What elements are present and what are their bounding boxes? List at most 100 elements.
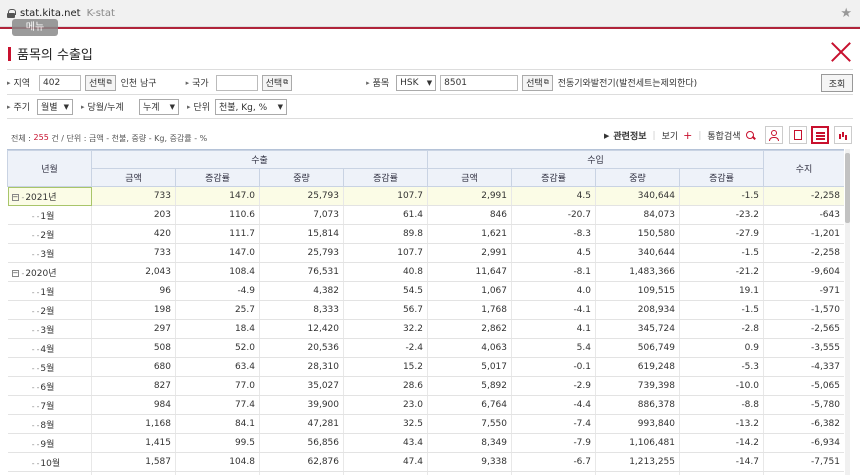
star-icon[interactable]: ★ [840,6,852,21]
period-cell[interactable]: -- 1월 [7,281,92,301]
period-cell[interactable]: -- 2월 [7,300,92,320]
period-cell[interactable]: -- 6월 [7,376,92,396]
unit-select[interactable]: 천불, Kg, % ▼ [215,98,287,115]
chart-view-button[interactable] [834,126,852,144]
table-row[interactable]: -- 8월 1,168 84.1 47,281 32.5 7,550 -7.4 993,840… [7,414,844,434]
period-cell[interactable]: -- 8월 [7,414,92,434]
value-cell: -4.9 [175,281,260,301]
table-row[interactable]: -- 1월 96 -4.9 4,382 54.5 1,067 4.0 109,515 19.1-… [7,281,844,301]
download-icon-button[interactable] [789,126,807,144]
period-label: 6월 [40,382,55,393]
item-select-button[interactable]: 선택 ⧉ [522,74,553,91]
value-cell: -13.2 [679,414,764,434]
col-header-export-weight-rate[interactable]: 증감률 [343,168,428,187]
period-cell[interactable]: -- 10월 [7,452,92,472]
table-row-year[interactable]: − - 2021년 733 147.0 25,793 107.7 2,991 4.5 340,6… [7,186,844,206]
collapse-icon[interactable]: − [11,192,19,201]
unit-label: 단위 [187,100,215,113]
col-header-export-weight[interactable]: 중량 [259,168,344,187]
vertical-scrollbar[interactable] [845,149,850,475]
plus-icon[interactable]: + [683,129,693,142]
period-cell[interactable]: -- 11월 [7,471,92,475]
table-row[interactable]: -- 4월 508 52.0 20,536 -2.4 4,063 5.4 506,749 0.9… [7,338,844,358]
value-cell: 4.5 [511,243,596,263]
table-row[interactable]: -- 3월 733 147.0 25,793 107.7 2,991 4.5 340,644-… [7,243,844,263]
accum-select[interactable]: 누계 ▼ [139,98,179,115]
col-header-period[interactable]: 년월 [7,150,92,187]
value-cell: -0.1 [511,357,596,377]
user-icon-button[interactable] [765,126,783,144]
value-cell: 52.0 [175,338,260,358]
filter-row-1: 지역 402 선택⧉ 인천 남구 국가 선택⧉ 품목 HSK▼ 8501 선택⧉… [7,72,853,93]
period-cell[interactable]: − - 2020년 [7,262,92,282]
value-cell: -5.3 [679,357,764,377]
period-cell[interactable]: -- 7월 [7,395,92,415]
col-header-import-amount-rate[interactable]: 증감률 [511,168,596,187]
col-header-balance[interactable]: 수지 [763,150,844,187]
table-row[interactable]: -- 3월 297 18.4 12,420 32.2 2,862 4.1 345,724 -2.… [7,319,844,339]
value-cell: -1.5 [679,186,764,206]
region-select-button[interactable]: 선택 ⧉ [85,74,116,91]
period-cell[interactable]: -- 2월 [7,224,92,244]
period-cell[interactable]: -- 5월 [7,357,92,377]
value-cell: 20,536 [259,338,344,358]
related-info-link[interactable]: 관련정보 [613,132,647,142]
col-header-import-weight-rate[interactable]: 증감률 [679,168,764,187]
value-cell: 10,532 [427,471,512,475]
country-select-button[interactable]: 선택 ⧉ [261,74,293,91]
menu-chip[interactable]: 메뉴 [12,19,58,36]
value-cell: 12,420 [259,319,344,339]
col-header-export-amount-rate[interactable]: 증감률 [175,168,260,187]
table-row[interactable]: -- 11월1,78197.769,06334.310,532-5.61,332… [7,471,844,475]
view-link[interactable]: 보기 [661,132,679,142]
table-row[interactable]: -- 10월 1,587 104.8 62,876 47.4 9,338 -6.7 1,213… [7,452,844,472]
search-button[interactable]: 조회 [821,74,853,92]
country-input[interactable] [215,74,258,91]
value-cell: 28.6 [343,376,428,396]
value-cell: -1,570 [763,300,844,320]
period-label: 3월 [40,249,55,260]
value-cell: 23.0 [343,395,428,415]
period-cell[interactable]: − - 2021년 [7,186,92,206]
integrated-search-link[interactable]: 통합검색 [707,132,741,142]
table-row[interactable]: -- 6월 827 77.0 35,027 28.6 5,892 -2.9 739,398 -1… [7,376,844,396]
period-cell[interactable]: -- 3월 [7,243,92,263]
item-code-input[interactable]: 8501 [440,74,519,91]
collapse-icon[interactable]: − [11,268,19,277]
value-cell: 208,934 [595,300,680,320]
table-row[interactable]: -- 2월 420 111.7 15,814 89.8 1,621 -8.3 150,580-… [7,224,844,244]
close-icon[interactable] [831,42,851,62]
table-row-year[interactable]: − - 2020년 2,043 108.4 76,531 40.8 11,647 -8.1 1,… [7,262,844,282]
value-cell: 63.4 [175,357,260,377]
list-view-button[interactable] [811,126,829,144]
period-label: 2020년 [25,268,57,279]
value-cell: 84.1 [175,414,260,434]
value-cell: 111.7 [175,224,260,244]
value-cell: 32.2 [343,319,428,339]
value-cell: 1,213,255 [595,452,680,472]
period-cell[interactable]: -- 3월 [7,319,92,339]
table-row[interactable]: -- 5월 680 63.4 28,310 15.2 5,017 -0.1 619,248 -5… [7,357,844,377]
period-cell[interactable]: -- 4월 [7,338,92,358]
chevron-down-icon: ▼ [63,102,69,111]
period-cell[interactable]: -- 9월 [7,433,92,453]
period-cell[interactable]: -- 1월 [7,205,92,225]
period-select[interactable]: 월별 ▼ [37,98,73,115]
value-cell: -17.1 [679,471,764,475]
table-row[interactable]: -- 9월 1,415 99.5 56,856 43.4 8,349 -7.9 1,106,4… [7,433,844,453]
value-cell: 739,398 [595,376,680,396]
item-type-select[interactable]: HSK ▼ [396,74,437,91]
tree-branch-icon: -- [11,382,41,392]
table-row[interactable]: -- 7월 984 77.4 39,900 23.0 6,764 -4.4 886,378 -8… [7,395,844,415]
table-row[interactable]: -- 1월 203 110.6 7,073 61.4 846 -20.7 84,073 -23.… [7,205,844,225]
scrollbar-thumb[interactable] [845,153,850,223]
value-cell: -2,258 [763,186,844,206]
table-row[interactable]: -- 2월 198 25.7 8,333 56.7 1,768 -4.1 208,934 -1.… [7,300,844,320]
search-icon[interactable] [745,131,755,140]
col-header-import-weight[interactable]: 중량 [595,168,680,187]
value-cell: 508 [91,338,176,358]
col-header-export-amount[interactable]: 금액 [91,168,176,187]
browser-address-bar[interactable]: stat.kita.net K-stat ★ [0,0,860,27]
region-code-input[interactable]: 402 [39,74,81,91]
col-header-import-amount[interactable]: 금액 [427,168,512,187]
